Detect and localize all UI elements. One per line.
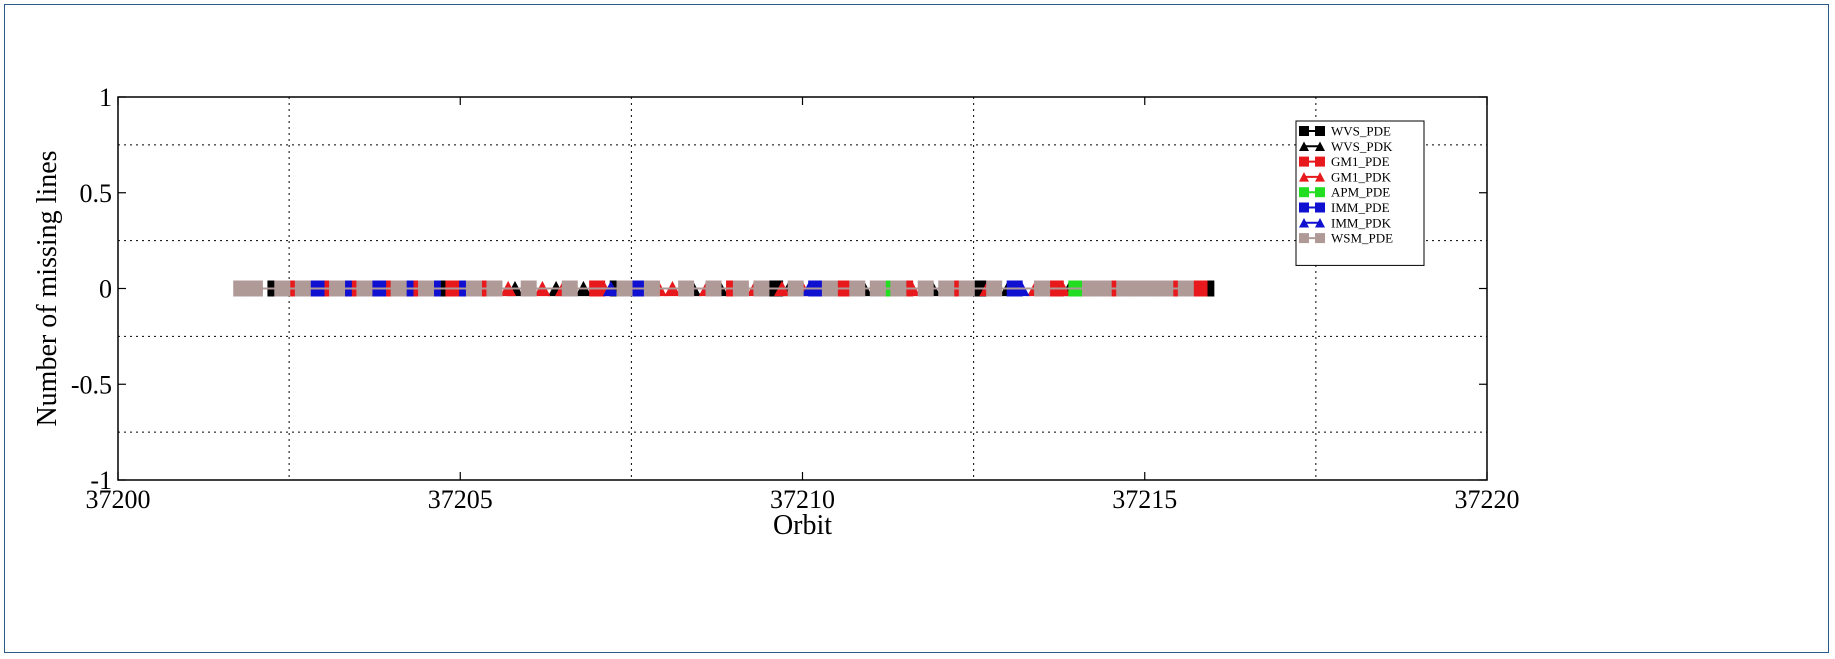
y-tick-label: 0.5 — [80, 179, 113, 208]
x-tick-label: 37205 — [428, 485, 493, 514]
data-point — [561, 280, 578, 297]
legend-marker — [1315, 156, 1325, 167]
x-tick-label: 37220 — [1455, 485, 1520, 514]
data-point — [418, 280, 435, 297]
legend-item: GM1_PDE — [1299, 154, 1390, 169]
data-point — [986, 280, 1003, 297]
data-point — [849, 280, 866, 297]
data-point — [356, 280, 373, 297]
legend-item: IMM_PDK — [1299, 215, 1392, 230]
data-point — [520, 280, 537, 297]
legend-marker — [1315, 141, 1325, 152]
data-point — [753, 280, 770, 297]
data-point — [938, 280, 955, 297]
legend-label: WVS_PDE — [1331, 124, 1391, 139]
data-point — [1116, 280, 1133, 297]
data-point — [890, 280, 907, 297]
legend-label: GM1_PDE — [1331, 154, 1390, 169]
data-point — [1157, 280, 1174, 297]
data-point — [616, 280, 633, 297]
legend-marker — [1315, 172, 1325, 182]
data-point — [294, 280, 311, 297]
data-point — [1129, 280, 1146, 297]
legend-label: GM1_PDK — [1331, 169, 1392, 184]
legend-label: WSM_PDE — [1331, 231, 1393, 246]
legend-marker — [1299, 202, 1309, 213]
legend-marker — [1299, 141, 1309, 152]
figure-frame — [4, 4, 1829, 653]
legend-label: APM_PDE — [1331, 185, 1390, 200]
legend-item: WVS_PDE — [1299, 124, 1391, 139]
data-point — [233, 280, 250, 297]
legend-marker — [1299, 233, 1309, 244]
legend-item: GM1_PDK — [1299, 169, 1392, 184]
data-series — [233, 280, 1215, 297]
series-wsm-pde — [233, 280, 1194, 297]
legend-item: APM_PDE — [1299, 185, 1390, 200]
data-point — [1143, 280, 1160, 297]
legend-marker — [1299, 156, 1309, 167]
data-point — [390, 280, 407, 297]
data-point — [869, 280, 886, 297]
legend-marker — [1299, 187, 1309, 198]
x-axis-title: Orbit — [773, 510, 832, 541]
data-point — [329, 280, 346, 297]
legend-marker — [1299, 126, 1309, 136]
x-tick-label: 37215 — [1112, 485, 1177, 514]
legend-marker — [1299, 172, 1309, 182]
data-point — [1081, 280, 1098, 297]
y-tick-label: 1 — [99, 83, 112, 112]
data-point — [643, 280, 660, 297]
axis-ticks — [117, 96, 1488, 481]
data-point — [274, 280, 291, 297]
data-point — [486, 280, 503, 297]
data-point — [1095, 280, 1112, 297]
data-point — [1177, 280, 1194, 297]
legend-marker — [1315, 218, 1325, 228]
data-point — [917, 280, 934, 297]
data-point — [465, 280, 482, 297]
y-tick-label: -1 — [90, 466, 112, 495]
data-point — [1191, 280, 1208, 297]
legend-item: WSM_PDE — [1299, 231, 1393, 246]
y-tick-label: 0 — [99, 275, 112, 304]
data-point — [958, 280, 975, 297]
legend-marker — [1315, 187, 1325, 198]
legend-label: IMM_PDK — [1331, 215, 1392, 230]
x-tick-label: 37200 — [86, 485, 151, 514]
y-axis-title: Number of missing lines — [32, 150, 63, 426]
legend-item: WVS_PDK — [1299, 139, 1393, 154]
legend-marker — [1315, 202, 1325, 213]
data-point — [1034, 280, 1051, 297]
legend-marker — [1315, 126, 1325, 136]
data-point — [246, 280, 263, 297]
data-point — [705, 280, 722, 297]
legend-label: IMM_PDE — [1331, 200, 1390, 215]
data-point — [678, 280, 695, 297]
legend-item: IMM_PDE — [1299, 200, 1390, 215]
legend: WVS_PDEWVS_PDKGM1_PDEGM1_PDKAPM_PDEIMM_P… — [1295, 120, 1425, 266]
y-tick-label: -0.5 — [71, 370, 112, 399]
grid-lines — [118, 97, 1487, 480]
x-tick-label: 37210 — [770, 485, 835, 514]
data-point — [787, 280, 804, 297]
legend-label: WVS_PDK — [1331, 139, 1393, 154]
data-point — [821, 280, 838, 297]
data-point — [732, 280, 749, 297]
legend-marker — [1315, 233, 1325, 244]
legend-marker — [1299, 218, 1309, 228]
tick-labels: 37200 37205 37210 37215 37220 1 0.5 0 -0.5 -1 — [71, 83, 1520, 514]
